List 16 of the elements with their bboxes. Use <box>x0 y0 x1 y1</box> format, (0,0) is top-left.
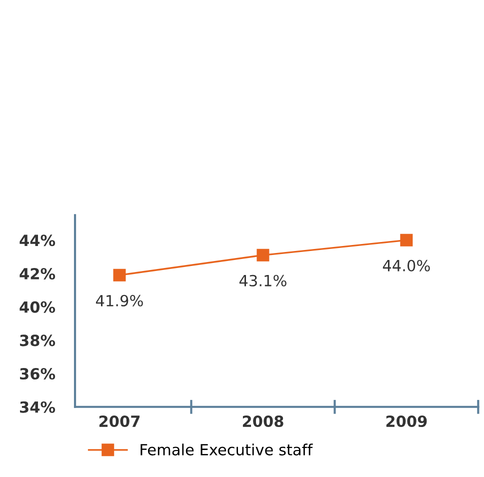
x-tick-label: 2009 <box>386 415 427 428</box>
y-tick-label: 38% <box>20 334 56 346</box>
x-tick-label: 2008 <box>242 415 284 428</box>
point <box>256 248 270 262</box>
x-tick-label: 2007 <box>99 415 140 428</box>
y-tick-label: 40% <box>20 301 56 313</box>
point <box>400 234 413 246</box>
point <box>113 268 126 282</box>
data-label: 43.1% <box>239 274 286 286</box>
data-label: 41.9% <box>96 294 143 306</box>
y-tick-label: 36% <box>20 368 56 380</box>
data-label: 44.0% <box>382 260 430 272</box>
y-tick-label: 34% <box>20 401 56 413</box>
y-tick-label: 42% <box>20 268 56 280</box>
legend-label: Female Executive staff <box>140 444 313 456</box>
y-tick-label: 44% <box>20 234 56 246</box>
